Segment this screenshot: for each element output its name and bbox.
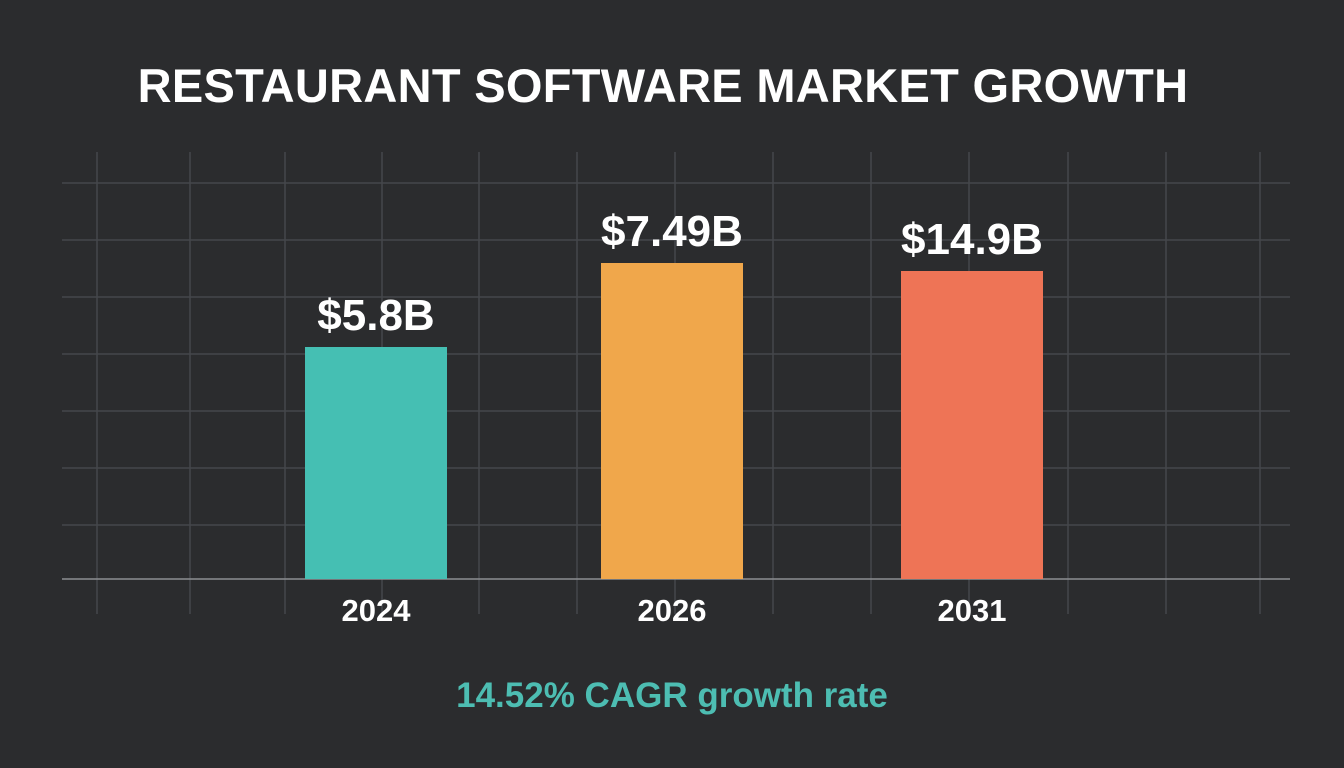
data-label-2024: $5.8B	[317, 291, 434, 340]
x-tick-labels: 2024 2026 2031	[342, 593, 1007, 628]
data-labels: $5.8B $7.49B $14.9B	[317, 207, 1043, 340]
chart-subtitle: 14.52% CAGR growth rate	[456, 676, 888, 715]
x-tick-label-2026: 2026	[638, 593, 707, 628]
data-label-2026: $7.49B	[601, 207, 743, 256]
bar-2031	[901, 271, 1043, 579]
bar-2024	[305, 347, 447, 579]
bar-2026	[601, 263, 743, 579]
data-label-2031: $14.9B	[901, 215, 1043, 264]
x-tick-label-2024: 2024	[342, 593, 412, 628]
chart-title: RESTAURANT SOFTWARE MARKET GROWTH	[137, 59, 1189, 112]
bar-series	[305, 263, 1043, 579]
x-tick-label-2031: 2031	[938, 593, 1007, 628]
